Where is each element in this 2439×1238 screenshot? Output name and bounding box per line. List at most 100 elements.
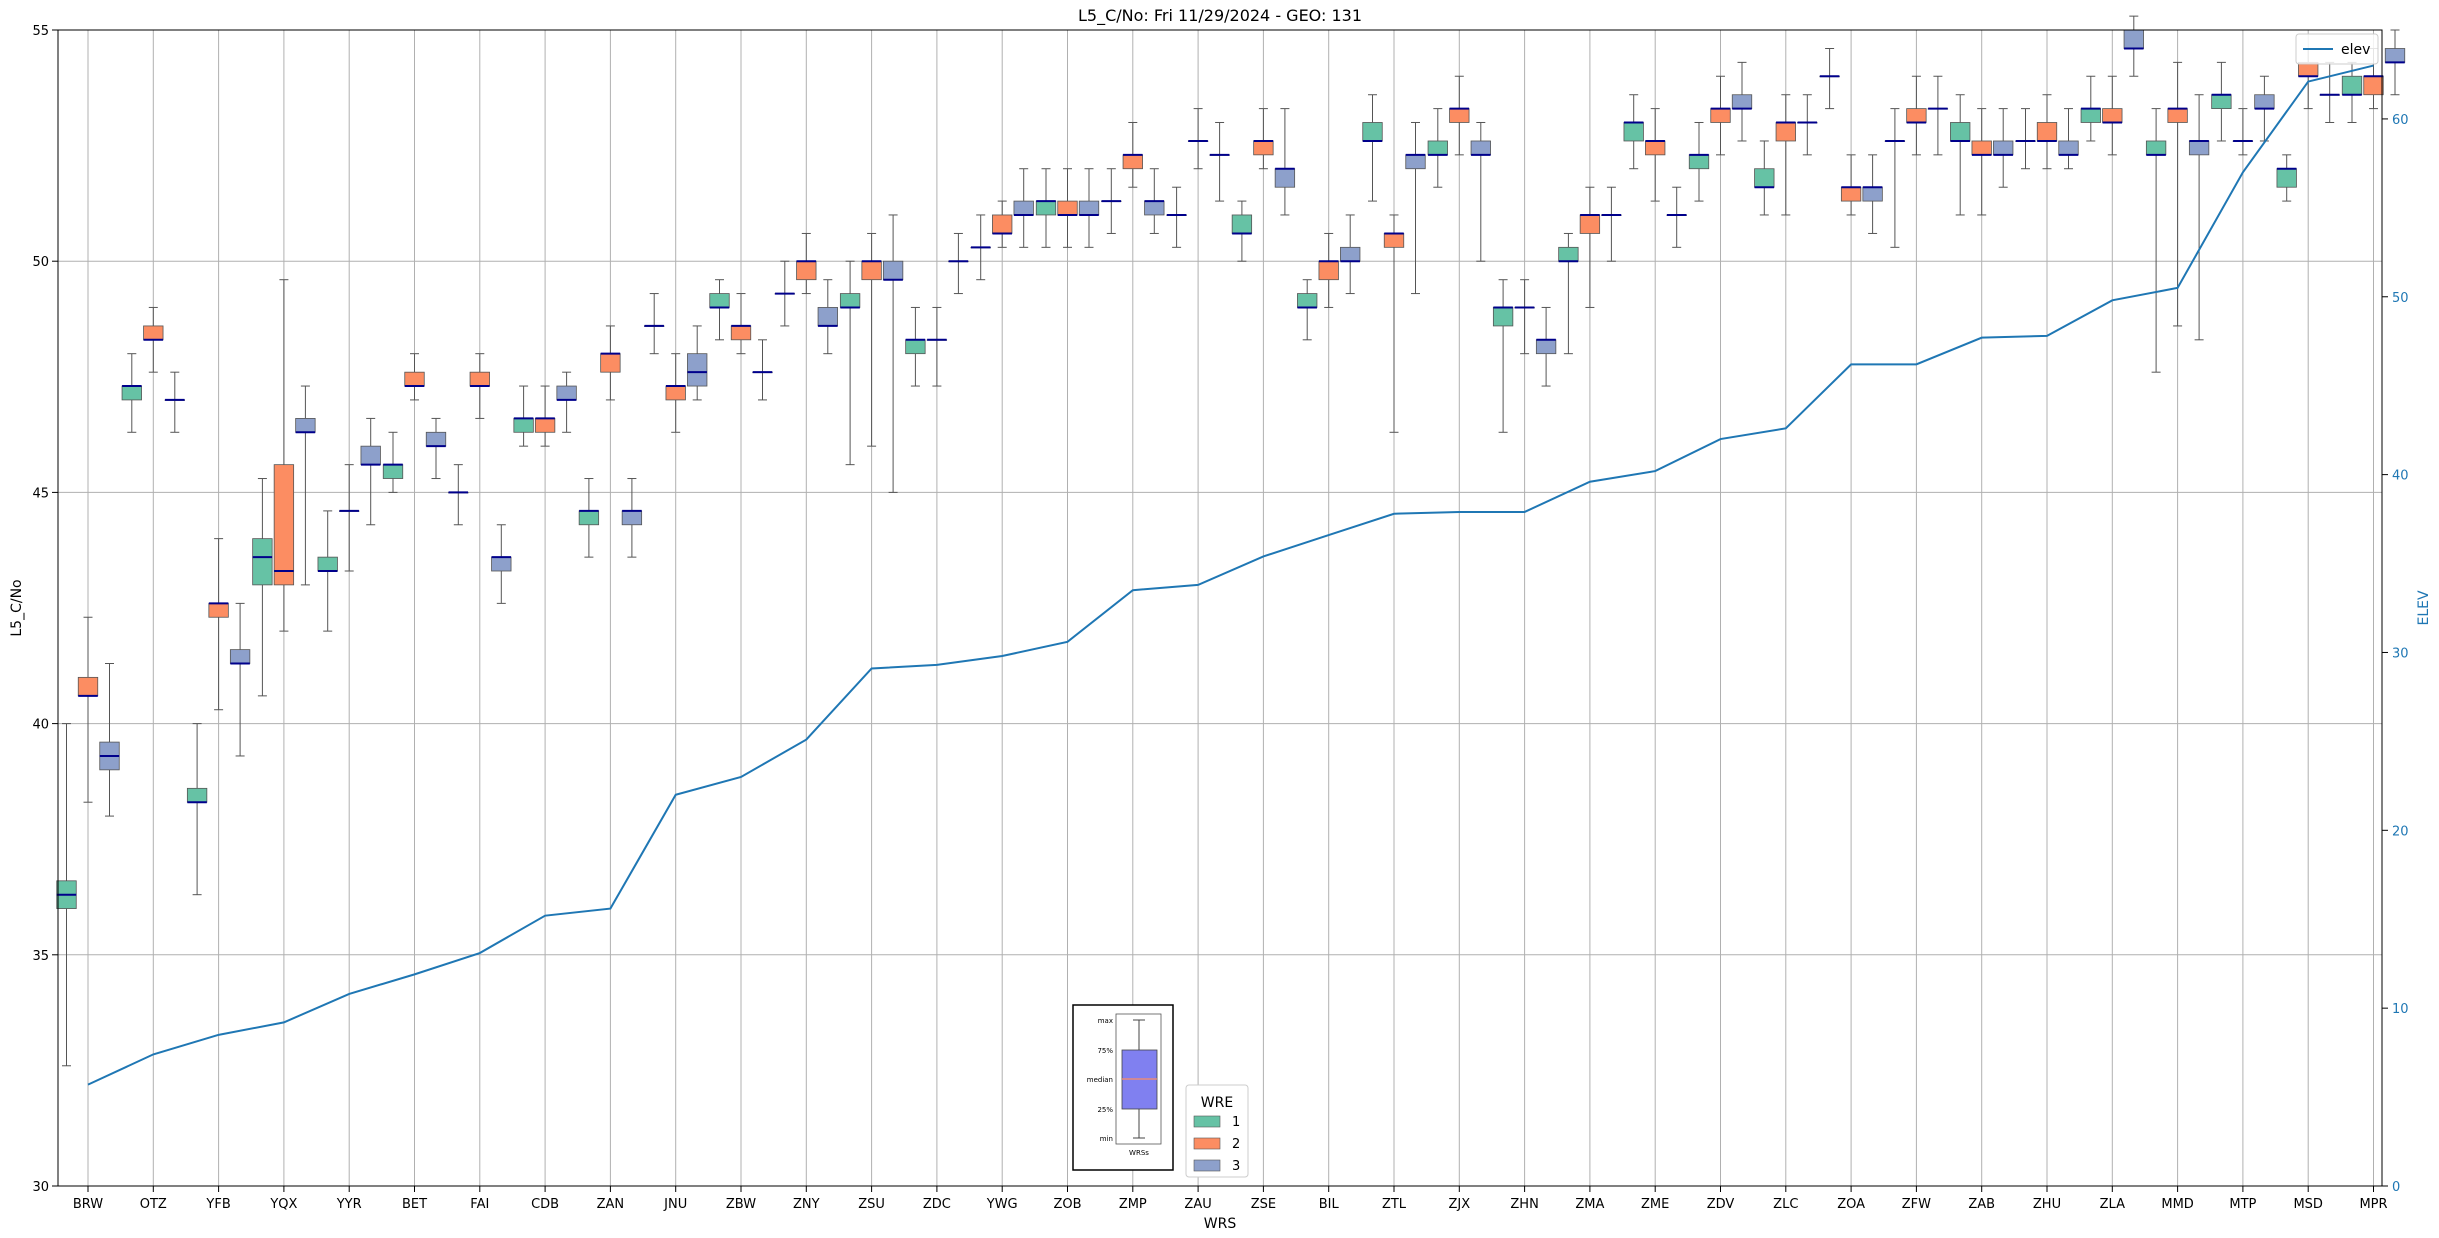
- x-tick-label: FAI: [470, 1197, 489, 1212]
- elev-legend: elev: [2295, 33, 2379, 65]
- box-wre-1: [1231, 214, 1253, 234]
- box-wre-1: [121, 385, 142, 401]
- box-wre-3: [1470, 140, 1491, 156]
- chart-title: L5_C/No: Fri 11/29/2024 - GEO: 131: [1078, 6, 1362, 26]
- box-wre-1: [1950, 122, 1971, 142]
- box-wre-2: [861, 260, 882, 281]
- x-tick-label: ZNY: [793, 1197, 820, 1212]
- inset-key: max 75% median 25% min WRSs: [1072, 1004, 1174, 1171]
- box-wre-2: [143, 325, 164, 341]
- x-tick-label: MMD: [2161, 1197, 2193, 1212]
- box-wre-3: [1731, 94, 1753, 110]
- box-wre-3: [556, 385, 577, 401]
- x-tick-label: BIL: [1319, 1197, 1340, 1212]
- elev-series: [87, 64, 2374, 1086]
- x-tick-label: ZTL: [1382, 1197, 1407, 1212]
- box-wre-2: [1383, 233, 1405, 248]
- box-wre-3: [621, 510, 643, 526]
- box-wre-3: [1862, 186, 1883, 202]
- box-wre-2: [1579, 214, 1601, 234]
- plot-frame: [57, 29, 2383, 1187]
- box-wre-2: [796, 260, 817, 281]
- x-tick-label: ZOA: [1837, 1197, 1865, 1212]
- box-wre-3: [1013, 200, 1034, 216]
- y-tick-label: 50: [32, 255, 49, 270]
- box-wre-2: [992, 214, 1013, 234]
- x-tick-label: MTP: [2229, 1197, 2256, 1212]
- box-wre-2: [665, 385, 686, 401]
- box-wre-3: [1274, 168, 1296, 188]
- wre-legend-swatch-1: [1193, 1115, 1221, 1128]
- x-axis-label: WRS: [1204, 1216, 1237, 1232]
- wre-legend-title: WRE: [1201, 1095, 1233, 1111]
- box-wre-2: [1253, 140, 1274, 156]
- box-wre-1: [252, 538, 273, 586]
- box-groups: [56, 15, 2406, 1067]
- x-tick-label: CDB: [531, 1197, 559, 1212]
- box-wre-2: [404, 371, 425, 387]
- elev-legend-frame: [2295, 33, 2379, 65]
- x-tick-label: YWG: [986, 1197, 1018, 1212]
- box-wre-2: [1971, 140, 1992, 156]
- box-wre-2: [1449, 108, 1470, 123]
- box-wre-2: [273, 464, 295, 586]
- y2-tick-label: 20: [2392, 824, 2409, 839]
- wre-legend-label-1: 1: [1232, 1115, 1240, 1130]
- y-axis: 30 35 40 45 50 55: [32, 24, 58, 1195]
- box-wre-1: [2145, 140, 2167, 156]
- wre-legend-swatch-3: [1193, 1159, 1221, 1172]
- x-tick-label: YQX: [269, 1197, 297, 1212]
- box-wre-1: [2341, 75, 2363, 96]
- box-wre-3: [687, 353, 708, 387]
- box-wre-1: [382, 464, 404, 479]
- box-wre-1: [186, 787, 208, 803]
- x-tick-label: ZAB: [1968, 1197, 1995, 1212]
- x-tick-label: ZBW: [726, 1197, 756, 1212]
- box-wre-3: [2058, 140, 2079, 156]
- box-wre-1: [1558, 246, 1579, 262]
- x-tick-label: ZHU: [2033, 1197, 2061, 1212]
- box-wre-2: [2102, 108, 2123, 123]
- elev-legend-label: elev: [2341, 42, 2370, 58]
- inset-key-max-label: max: [1098, 1017, 1113, 1025]
- box-wre-3: [295, 418, 316, 433]
- box-wre-2: [534, 418, 556, 433]
- box-wre-3: [2188, 140, 2210, 156]
- box-wre-3: [1405, 154, 1426, 170]
- y-axis-label: L5_C/No: [9, 579, 25, 636]
- x-tick-label: ZSE: [1251, 1197, 1276, 1212]
- box-wre-2: [469, 371, 490, 387]
- inset-key-75-label: 75%: [1097, 1047, 1113, 1055]
- wre-legend-label-3: 3: [1232, 1159, 1240, 1174]
- box-wre-1: [1623, 122, 1644, 142]
- box-wre-2: [1710, 108, 1731, 123]
- box-wre-1: [1362, 122, 1383, 142]
- box-wre-2: [1840, 186, 1862, 202]
- box-wre-3: [360, 445, 381, 466]
- inset-key-25-label: 25%: [1097, 1106, 1113, 1114]
- box-wre-1: [1297, 293, 1318, 308]
- inset-key-xlabel: WRSs: [1129, 1149, 1149, 1157]
- box-wre-2: [1645, 140, 1666, 156]
- elev-line: [87, 64, 2374, 1086]
- y-tick-label: 45: [32, 486, 49, 501]
- x-tick-label: ZAN: [597, 1197, 625, 1212]
- x-tick-label: BRW: [73, 1197, 103, 1212]
- box-wre-2: [730, 325, 752, 341]
- x-tick-label: ZFW: [1902, 1197, 1931, 1212]
- box-wre-1: [1688, 154, 1710, 170]
- box-wre-3: [1144, 200, 1165, 216]
- y-tick-label: 30: [32, 1180, 49, 1195]
- x-tick-label: ZLC: [1773, 1197, 1798, 1212]
- x-tick-label: ZMP: [1119, 1197, 1147, 1212]
- box-wre-3: [2254, 94, 2275, 110]
- x-tick-label: ZDC: [923, 1197, 951, 1212]
- wre-legend: WRE 1 2 3: [1185, 1084, 1249, 1178]
- box-wre-1: [2080, 108, 2101, 123]
- box-wre-3: [1340, 246, 1361, 262]
- box-wre-1: [578, 510, 600, 526]
- wre-legend-swatch-2: [1193, 1137, 1221, 1150]
- box-wre-2: [600, 353, 621, 373]
